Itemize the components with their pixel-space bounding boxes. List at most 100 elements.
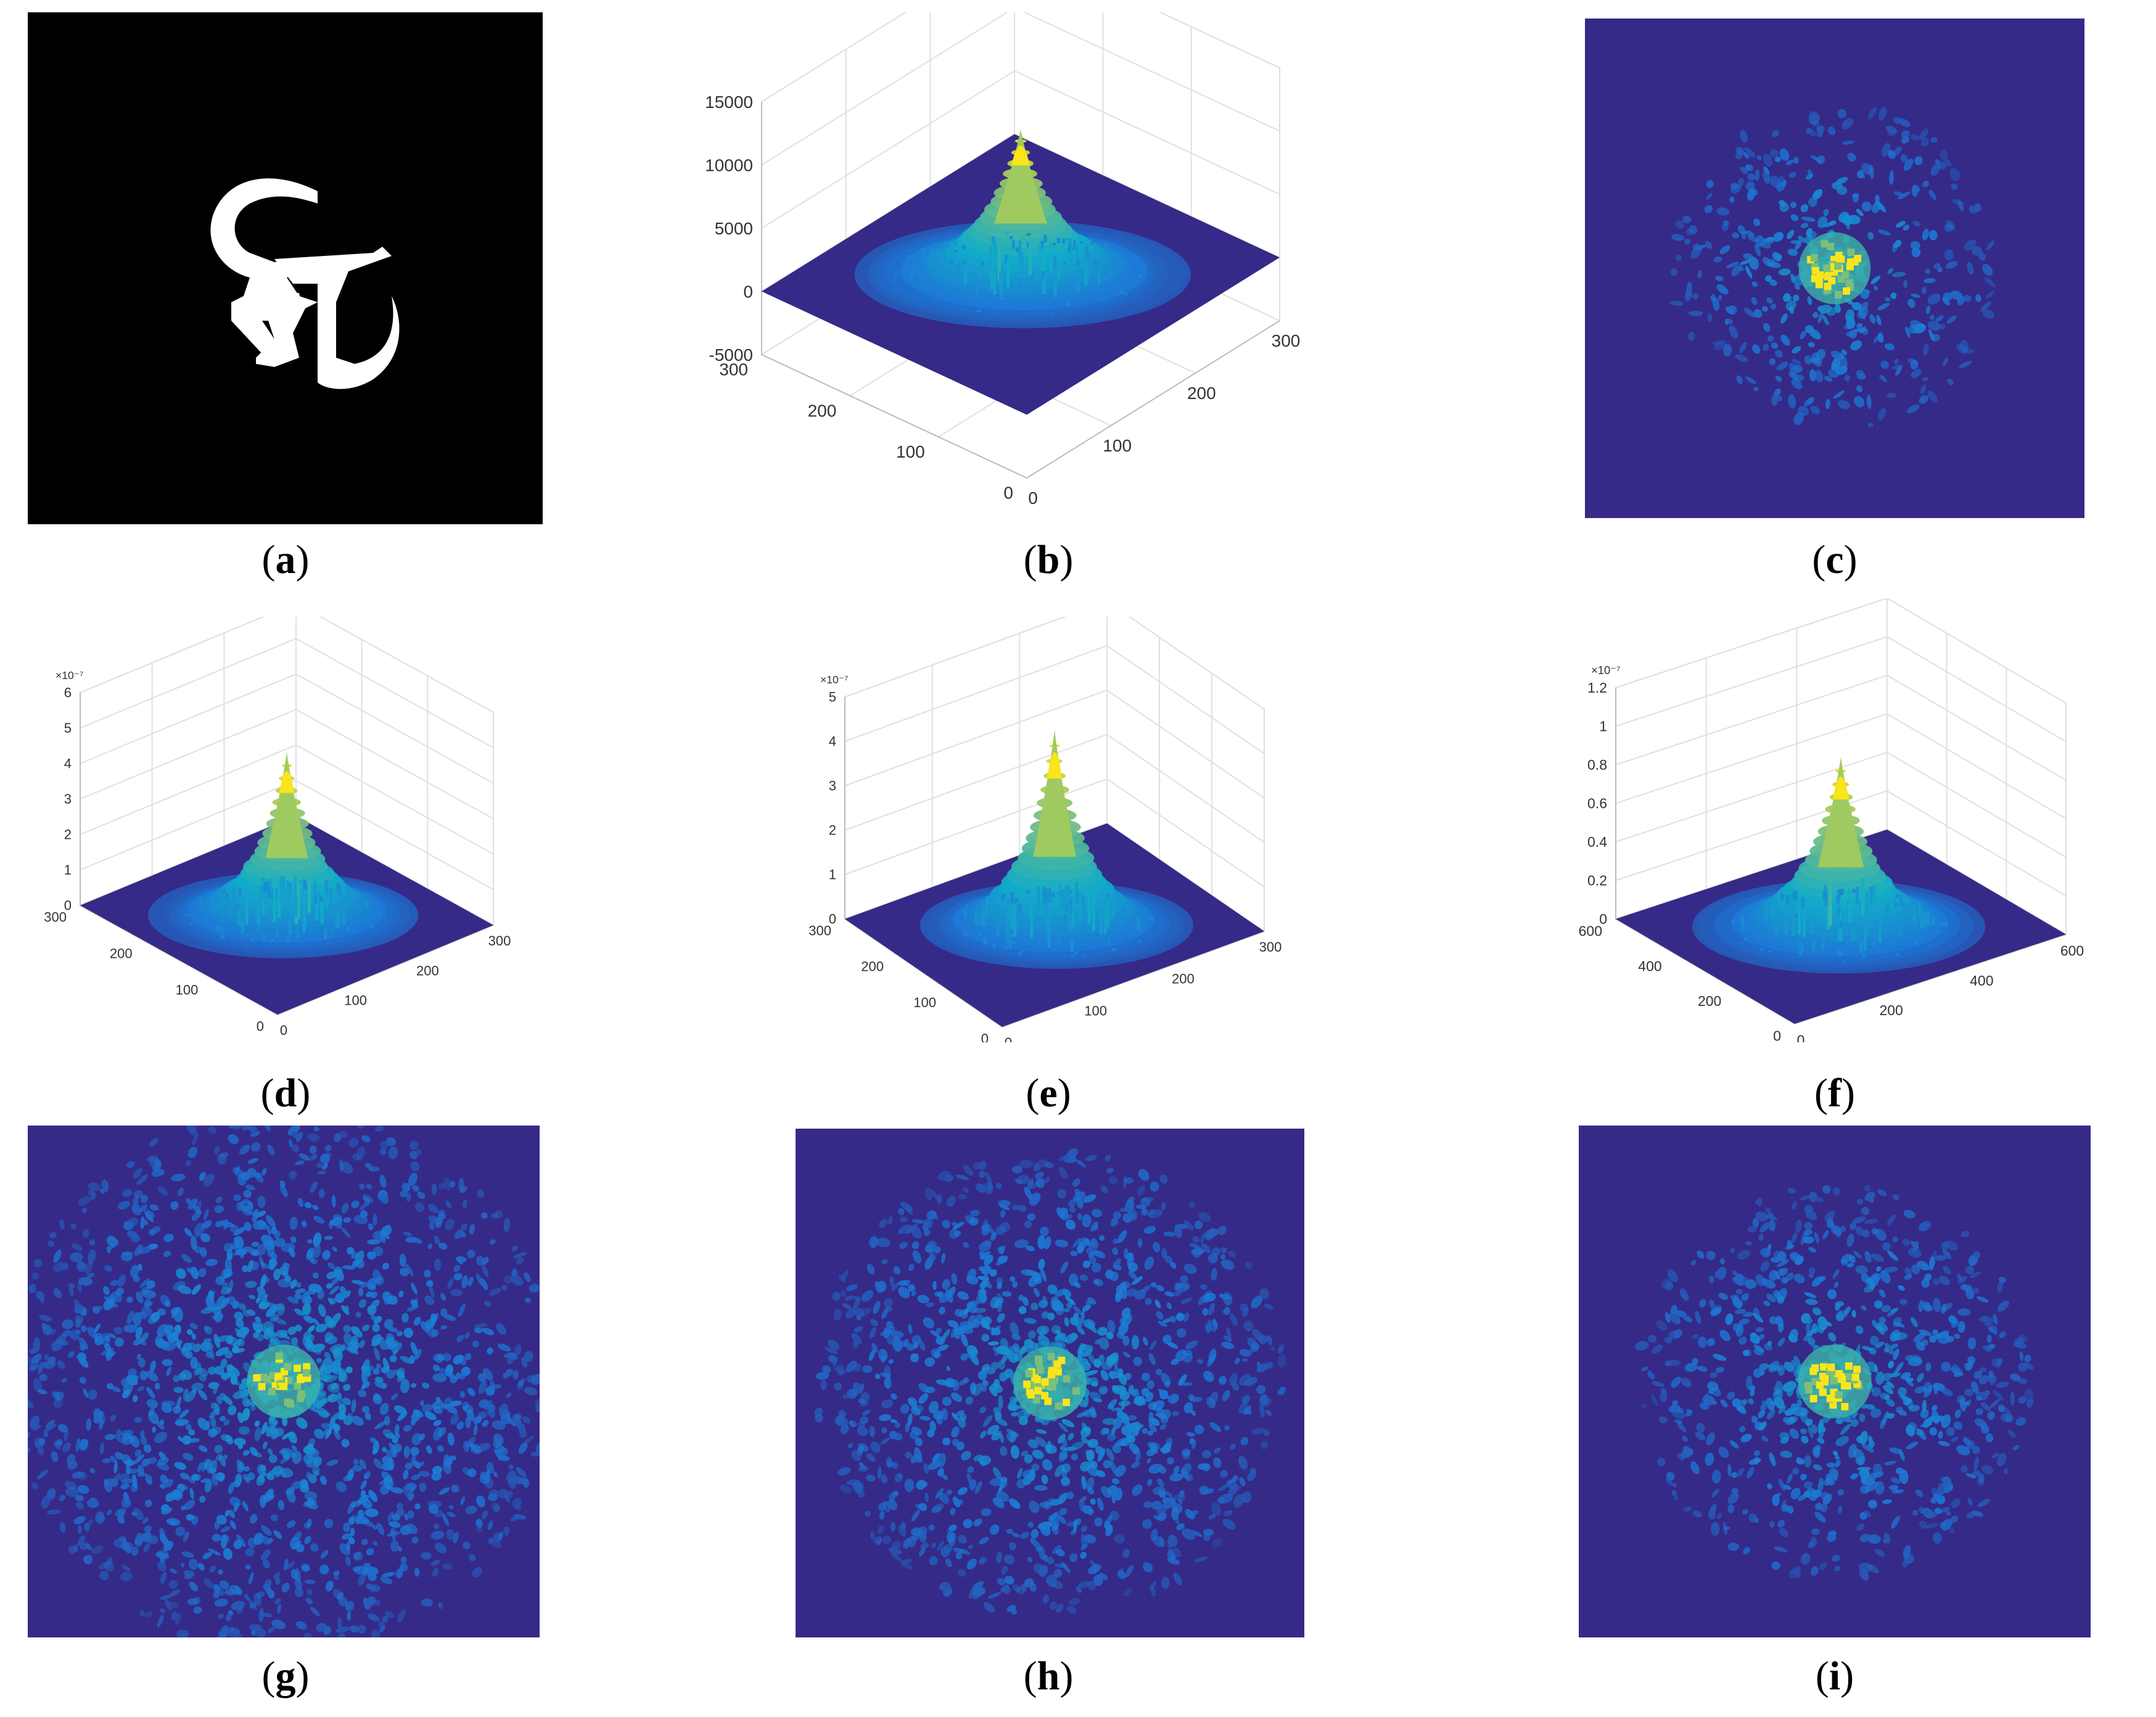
z-tick-label: 1 (64, 862, 72, 878)
heatmap-h (796, 1129, 1304, 1637)
z-exponent-label: ×10⁻⁷ (56, 669, 84, 681)
heatmap-speckle (1634, 1184, 2034, 1581)
x-tick-label: 200 (416, 963, 439, 978)
y-tick-label: 300 (808, 923, 831, 938)
z-tick-label: 10000 (705, 155, 753, 175)
z-tick-label: 3 (829, 778, 836, 794)
z-tick-label: 2 (64, 827, 72, 842)
z-tick-label: 0 (1599, 911, 1607, 927)
z-tick-label: 0.4 (1587, 834, 1607, 850)
panel-i-heatmap (1579, 1126, 2091, 1637)
caption-f: (f) (1814, 1071, 1855, 1116)
heatmap-center (247, 1344, 321, 1418)
panel-f-surface-plot: 1.2 1 0.8 0.6 0.4 0.2 0 ×10⁻⁷ 0 200 400 600 0 200 400 6… (1529, 598, 2156, 1042)
y-tick-label: 100 (913, 995, 936, 1010)
z-tick-label: 2 (829, 823, 836, 838)
z-tick-label: 3 (64, 791, 72, 807)
x-tick-label: 300 (488, 933, 511, 949)
z-tick-label: 1 (1599, 719, 1607, 735)
z-tick-label: 15000 (705, 93, 753, 112)
heatmap-speckle (1669, 106, 1996, 428)
x-tick-label: 400 (1970, 973, 1993, 989)
panel-g-heatmap (28, 1126, 540, 1637)
caption-d: (d) (260, 1071, 311, 1116)
x-tick-label: 300 (1259, 939, 1282, 955)
x-tick-label: 0 (1005, 1035, 1012, 1042)
z-tick-label: 0.6 (1587, 796, 1607, 812)
heatmap-center (1798, 232, 1871, 305)
y-tick-label: 100 (896, 442, 925, 461)
caption-i: (i) (1815, 1653, 1854, 1698)
caption-a: (a) (261, 537, 310, 582)
y-tick-label: 0 (257, 1018, 264, 1034)
y-tick-label: 400 (1638, 958, 1661, 974)
panel-h-heatmap (796, 1129, 1304, 1637)
panel-d-surface-plot: 6 5 4 3 2 1 0 ×10⁻⁷ 0 100 200 300 0 100 200 300 (0, 617, 592, 1042)
y-tick-label: 0 (1003, 484, 1013, 503)
z-tick-label: 5000 (715, 219, 753, 238)
heatmap-g (28, 1126, 540, 1637)
z-tick-label: 0 (64, 898, 72, 913)
y-tick-label: 200 (110, 945, 133, 961)
panel-c-heatmap (1585, 19, 2084, 518)
z-tick-label: 0 (829, 912, 836, 927)
surface-mound (920, 730, 1193, 969)
x-tick-label: 100 (344, 993, 367, 1008)
surface-peak (265, 752, 308, 858)
y-tick-label: 300 (719, 360, 748, 379)
z-tick-label: 0 (743, 282, 753, 301)
surface-mound (1692, 757, 1986, 974)
heatmap-c (1585, 19, 2084, 518)
z-tick-label: 0.2 (1587, 873, 1607, 889)
z-exponent-label: ×10⁻⁷ (1591, 664, 1621, 677)
x-tick-label: 300 (1272, 331, 1301, 350)
surface-peak (1033, 730, 1076, 857)
z-exponent-label: ×10⁻⁷ (820, 673, 849, 686)
y-tick-label: 200 (1698, 993, 1721, 1009)
heatmap-center (1013, 1346, 1087, 1420)
y-tick-label: 600 (1579, 923, 1602, 939)
y-tick-label: 100 (176, 982, 199, 997)
surface-chart-f: 1.210.80.60.40.20×10⁻⁷020040060002004006… (1579, 598, 2084, 1042)
panel-a-binary-image (28, 12, 543, 524)
z-tick-label: 1 (829, 867, 836, 883)
z-tick-label: 0.8 (1587, 757, 1607, 773)
surface-chart-b: 15000 10000 5000 0 -5000 0 100 200 300 0 100 200 300 (705, 12, 1301, 506)
heatmap-speckle (28, 1126, 540, 1637)
z-tick-label: 5 (64, 720, 72, 736)
caption-c: (c) (1812, 537, 1858, 582)
y-tick-label: 200 (808, 401, 837, 420)
z-tick-label: 4 (829, 734, 836, 749)
caption-h: (h) (1023, 1653, 1074, 1698)
z-tick-label: 4 (64, 756, 72, 772)
z-tick-label: 6 (64, 685, 72, 701)
heatmap-center (1798, 1344, 1872, 1418)
surface-peak (1817, 757, 1864, 868)
caption-b: (b) (1023, 537, 1074, 582)
x-tick-label: 600 (2060, 943, 2084, 959)
caption-e: (e) (1026, 1071, 1071, 1116)
x-tick-label: 100 (1103, 436, 1132, 455)
y-tick-label: 0 (981, 1031, 989, 1042)
surface-mound (854, 129, 1191, 329)
panel-b-surface-plot: 15000 10000 5000 0 -5000 0 100 200 300 0 100 200 300 (703, 12, 1406, 506)
y-tick-label: 0 (1773, 1028, 1781, 1042)
character-glyph (210, 178, 400, 389)
surface-peak (994, 129, 1048, 224)
z-tick-label: 1.2 (1587, 680, 1607, 696)
caption-g: (g) (261, 1653, 310, 1698)
x-tick-label: 0 (1028, 488, 1038, 506)
x-tick-label: 0 (280, 1023, 287, 1038)
x-tick-label: 100 (1084, 1003, 1107, 1018)
y-tick-label: 300 (44, 909, 67, 924)
y-tick-label: 200 (861, 959, 884, 974)
x-tick-label: 200 (1879, 1002, 1903, 1018)
heatmap-i (1579, 1126, 2091, 1637)
x-tick-label: 200 (1187, 384, 1216, 403)
surface-mound (148, 752, 419, 958)
x-tick-label: 200 (1172, 971, 1195, 987)
z-tick-label: -5000 (709, 345, 753, 364)
